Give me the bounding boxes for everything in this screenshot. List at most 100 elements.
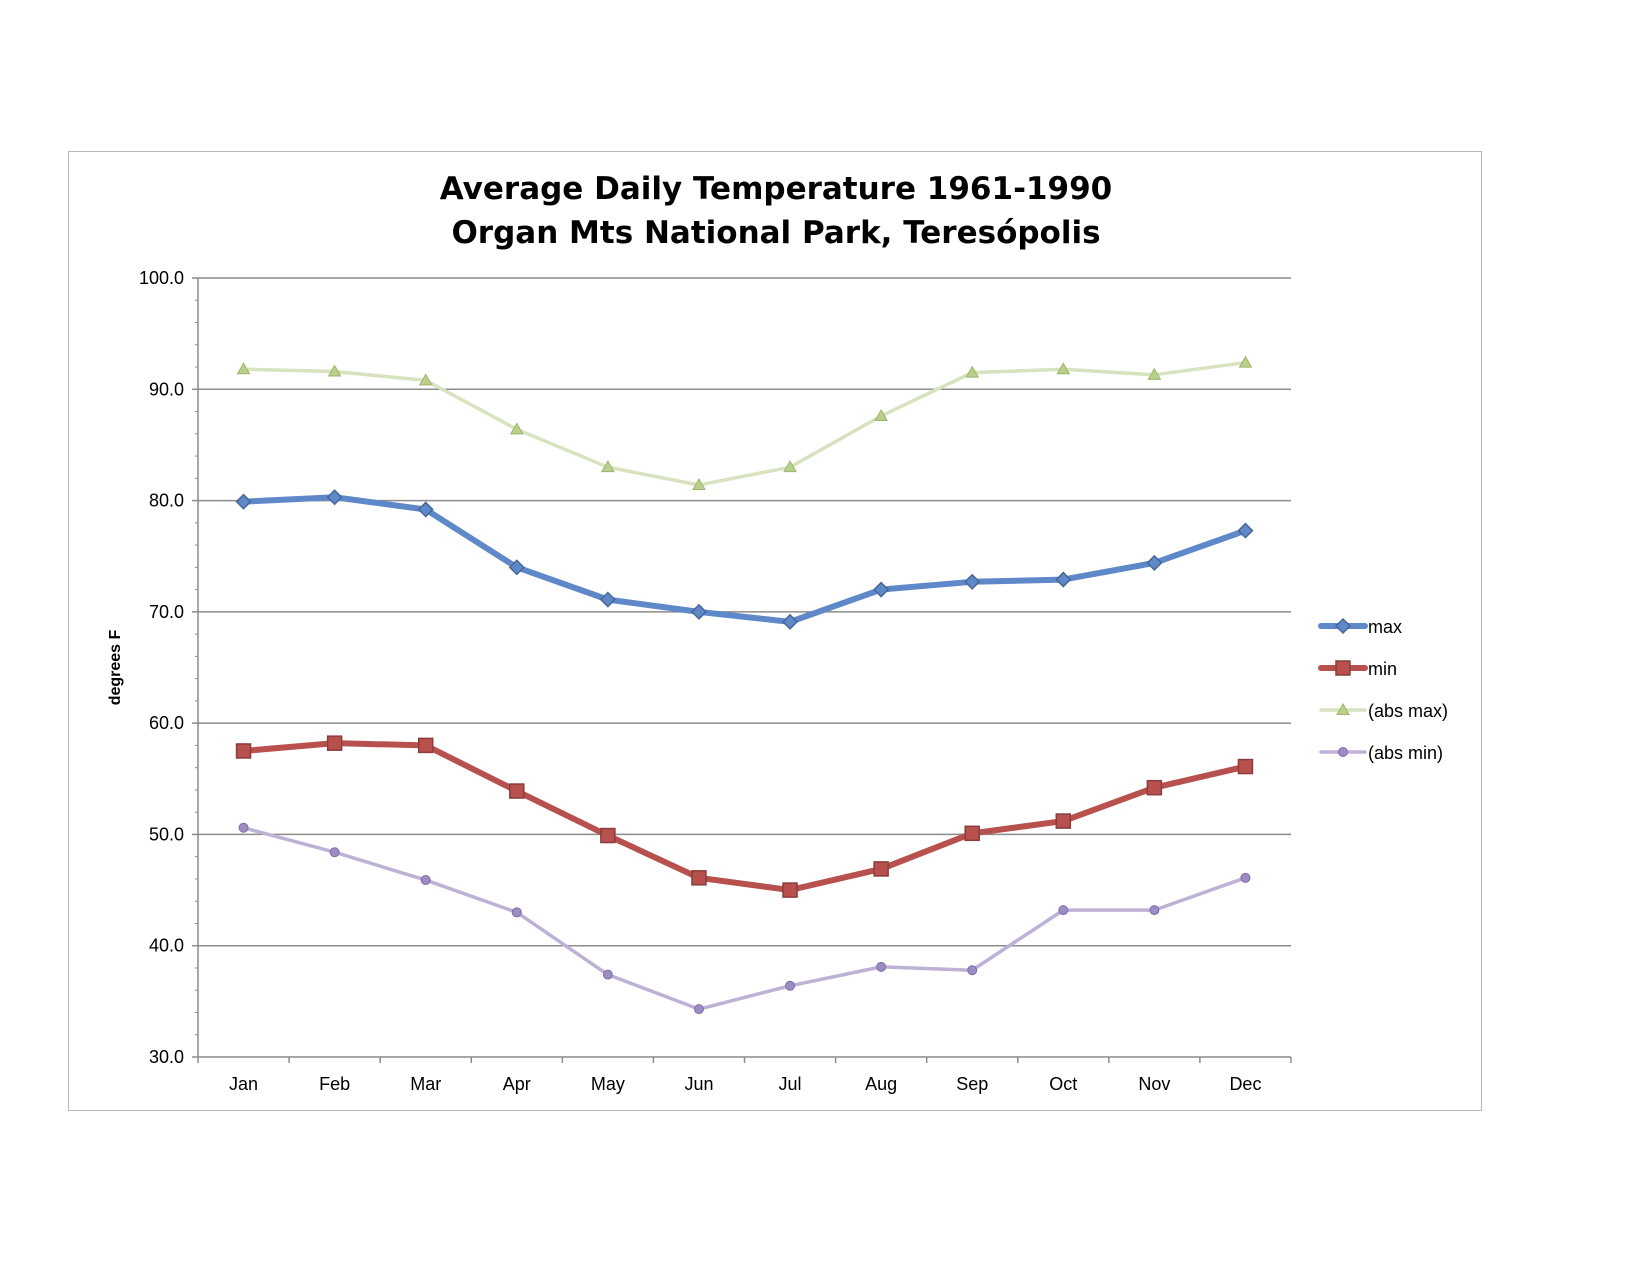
data-point-aug — [873, 861, 889, 877]
data-point-mar — [418, 373, 433, 386]
y-tick-label: 60.0 — [149, 713, 184, 733]
data-point-nov — [1147, 367, 1162, 380]
legend-label: (abs max) — [1368, 701, 1448, 721]
data-point-oct — [1056, 362, 1071, 375]
legend-swatch-marker — [1335, 660, 1351, 676]
y-axis-label-text: degrees F — [107, 629, 124, 705]
y-tick-label: 40.0 — [149, 936, 184, 956]
axes — [192, 277, 1292, 1063]
data-point-apr — [509, 783, 525, 799]
chart-title-line-1: Average Daily Temperature 1961-1990 — [440, 171, 1112, 207]
data-point-sep — [964, 573, 981, 590]
data-point-may — [600, 827, 616, 844]
data-point-sep — [967, 965, 978, 976]
data-point-apr — [508, 559, 525, 576]
x-tick-label: Aug — [865, 1074, 897, 1094]
data-point-mar — [417, 501, 434, 518]
x-tick-label: May — [591, 1074, 625, 1094]
legend-label: min — [1368, 659, 1397, 679]
data-point-oct — [1055, 813, 1072, 829]
x-tick-label: Sep — [956, 1074, 988, 1094]
legend-item: min — [1318, 659, 1397, 679]
data-point-jun — [690, 603, 708, 620]
series-line — [241, 826, 1248, 1011]
x-tick-label: Apr — [503, 1074, 531, 1094]
x-tick-label: Feb — [319, 1074, 350, 1094]
data-point-dec — [1238, 355, 1253, 368]
series-abs-min — [238, 822, 1251, 1015]
y-tick-label: 90.0 — [149, 379, 184, 399]
legend: max min (abs max) (abs min) — [1318, 617, 1448, 763]
legend-swatch-marker — [1338, 747, 1348, 757]
data-point-dec — [1237, 758, 1254, 775]
data-point-sep — [964, 825, 980, 842]
data-point-aug — [873, 581, 890, 598]
data-point-jul — [782, 882, 798, 898]
x-tick-label: Mar — [410, 1074, 441, 1094]
line-chart: Average Daily Temperature 1961-1990 Organ… — [107, 171, 1448, 1094]
x-tick-label: Oct — [1049, 1074, 1077, 1094]
chart-title: Average Daily Temperature 1961-1990 Organ… — [440, 171, 1112, 251]
legend-item: (abs max) — [1319, 701, 1448, 721]
x-tick-labels: Jan Feb Mar Apr May Jun Jul Aug Sep Oct Nov Dec — [229, 1074, 1261, 1094]
data-point-jun — [691, 870, 707, 886]
data-point-mar — [417, 737, 434, 754]
legend-label: max — [1368, 617, 1402, 637]
data-point-oct — [1058, 905, 1069, 916]
series-max — [235, 489, 1254, 630]
y-tick-label: 30.0 — [149, 1047, 184, 1067]
data-point-nov — [1149, 905, 1160, 916]
series-line — [240, 494, 1249, 625]
series-lines — [235, 355, 1254, 1015]
x-tick-label: Nov — [1138, 1074, 1170, 1094]
legend-swatch-marker — [1334, 617, 1352, 635]
data-point-jun — [693, 1004, 704, 1015]
data-point-sep — [965, 365, 980, 378]
series-line — [241, 360, 1248, 487]
data-point-dec — [1240, 872, 1251, 883]
data-point-feb — [326, 735, 343, 751]
data-point-apr — [511, 907, 522, 918]
y-tick-label: 100.0 — [139, 268, 184, 288]
data-point-jan — [235, 743, 252, 759]
data-point-nov — [1146, 779, 1163, 796]
gridlines — [198, 277, 1291, 947]
series-min — [235, 735, 1254, 898]
data-point-feb — [329, 847, 340, 858]
x-tick-label: Jan — [229, 1074, 258, 1094]
data-point-oct — [1055, 571, 1072, 588]
legend-label: (abs min) — [1368, 743, 1443, 763]
series-abs-max — [236, 355, 1253, 490]
data-point-aug — [874, 408, 888, 421]
data-point-aug — [876, 961, 887, 972]
data-point-mar — [420, 875, 431, 886]
y-axis-label: degrees F — [107, 629, 124, 705]
y-tick-labels: 30.0 40.0 50.0 60.0 70.0 80.0 90.0 100.0 — [139, 268, 184, 1067]
x-tick-label: Jul — [779, 1074, 802, 1094]
y-tick-label: 50.0 — [149, 824, 184, 844]
chart-area: Average Daily Temperature 1961-1990 Organ… — [68, 151, 1482, 1111]
data-point-apr — [509, 422, 524, 435]
series-line — [240, 740, 1249, 894]
data-point-jul — [781, 613, 799, 630]
x-tick-label: Dec — [1229, 1074, 1261, 1094]
y-tick-label: 70.0 — [149, 602, 184, 622]
data-point-may — [602, 969, 613, 980]
data-point-may — [601, 460, 615, 473]
data-point-jan — [235, 493, 252, 510]
data-point-feb — [326, 489, 343, 506]
data-point-may — [599, 591, 616, 608]
data-point-jun — [692, 477, 706, 490]
data-point-jul — [783, 460, 797, 473]
legend-swatch-marker — [1336, 702, 1350, 715]
data-point-jul — [785, 980, 796, 991]
data-point-jan — [236, 362, 251, 375]
y-tick-label: 80.0 — [149, 491, 184, 511]
data-point-dec — [1237, 522, 1254, 539]
chart-title-line-2: Organ Mts National Park, Teresópolis — [451, 215, 1100, 251]
x-tick-label: Jun — [684, 1074, 713, 1094]
data-point-nov — [1146, 554, 1163, 571]
data-point-feb — [327, 364, 342, 377]
legend-item: max — [1318, 617, 1402, 637]
legend-item: (abs min) — [1319, 743, 1443, 763]
